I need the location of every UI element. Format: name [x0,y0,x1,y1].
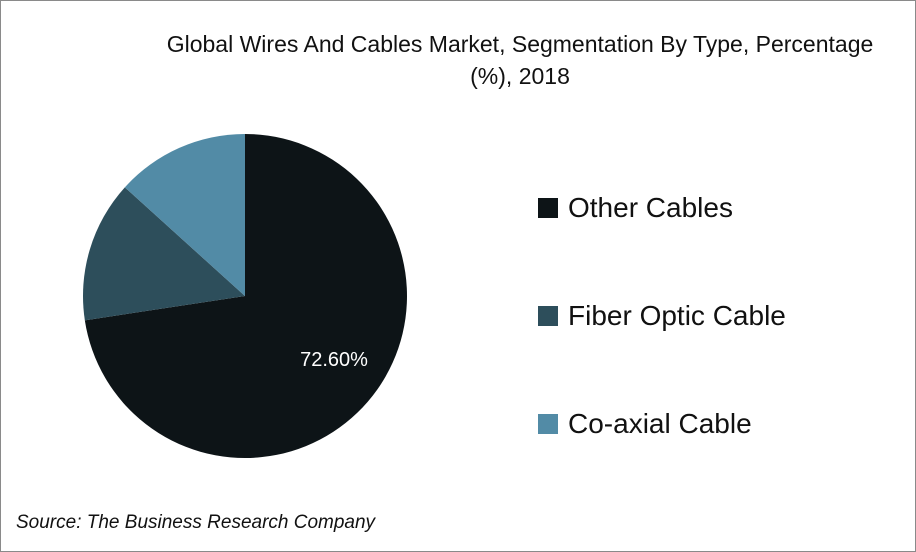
data-label: 72.60% [300,349,368,371]
legend-swatch [538,414,558,434]
legend-item: Other Cables [538,188,786,228]
legend-label: Fiber Optic Cable [568,300,786,331]
legend-label: Other Cables [568,192,733,223]
legend-swatch [538,198,558,218]
pie-slice-other-cables [84,134,408,458]
pie-slice-fiber-optic-cable [83,187,245,321]
chart-title: Global Wires And Cables Market, Segmenta… [166,31,874,89]
legend-swatch [538,306,558,326]
legend-item: Fiber Optic Cable [538,296,786,336]
source-note: Source: The Business Research Company [16,512,376,533]
legend-item: Co-axial Cable [538,404,786,444]
legend: Other Cables Fiber Optic Cable Co-axial Ca… [538,188,786,512]
pie-slice-co-axial-cable [124,134,245,296]
legend-label: Co-axial Cable [568,408,752,439]
